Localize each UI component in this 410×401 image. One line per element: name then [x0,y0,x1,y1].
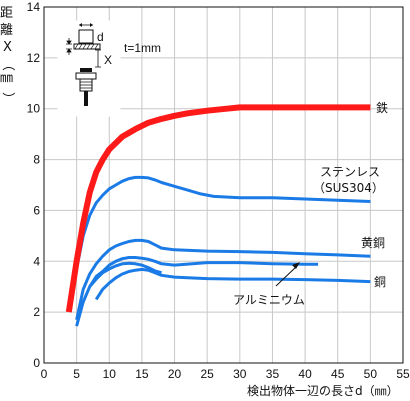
series-layer [65,104,371,327]
plate-hatch [74,43,99,50]
y-tick-label: 8 [33,153,40,167]
x-tick-label: 45 [331,367,345,381]
x-tick-label: 55 [396,367,410,381]
series-line-1 [68,175,371,313]
inset-d-label: d [97,30,104,44]
x-tick-label: 20 [168,367,182,381]
series-line-4 [94,267,371,301]
y-tick-label: 10 [27,102,41,116]
aluminium-pointer-head [292,262,300,269]
y-tick-label: 0 [33,356,40,370]
label-stainless-grade: （SUS304） [313,181,384,195]
series-line-2 [75,238,371,321]
target-block [78,29,94,44]
sensor-body [80,68,92,72]
label-iron: 鉄 [376,100,388,115]
x-tick-label: 35 [266,367,280,381]
t-dim [66,38,72,55]
x-tick-label: 0 [41,367,48,381]
sensor-nut [75,72,97,80]
label-brass: 黄銅 [361,236,385,250]
d-dim-arrows [79,23,93,27]
y-axis-label-char-4: ㎜ [0,71,13,86]
x-tick-label: 10 [103,367,117,381]
sensor-thread-lines [80,81,92,89]
label-stainless: ステンレス [320,165,380,179]
series-line-3 [75,256,319,327]
x-tick-label: 15 [135,367,149,381]
series-line-5 [88,261,162,288]
y-axis-label-char-5: ） [0,92,15,105]
y-tick-label: 2 [33,305,40,319]
sensor-cable [84,91,88,106]
inset-x-label: X [104,53,112,67]
label-aluminium: アルミニウム [233,293,305,307]
x-tick-label: 50 [364,367,378,381]
label-copper: 銅 [374,275,386,289]
x-tick-label: 30 [233,367,247,381]
aluminium-pointer [275,265,298,287]
y-axis-label-char-0: 距 [0,6,13,21]
inset-t-label: t=1mm [124,41,161,55]
y-axis-label: 距 離 X （ ㎜ ） [0,6,15,105]
x-tick-label: 25 [201,367,215,381]
x-tick-label: 40 [298,367,312,381]
plot-frame [43,6,404,364]
series-line-0 [65,104,371,313]
x-tick-label: 5 [73,367,80,381]
x-dim [95,49,101,68]
y-tick-label: 6 [33,203,40,217]
y-tick-label: 4 [33,254,40,268]
y-axis-label-char-2: X [3,40,12,55]
x-axis-label: 検出物体一辺の長さd（㎜） [247,384,399,398]
y-axis-label-char-3: （ [0,58,15,71]
y-tick-label: 12 [27,51,41,65]
sensor-diagram: d X t=1mm [57,20,161,117]
y-axis-label-char-1: 離 [0,23,13,38]
y-tick-label: 14 [27,0,41,14]
